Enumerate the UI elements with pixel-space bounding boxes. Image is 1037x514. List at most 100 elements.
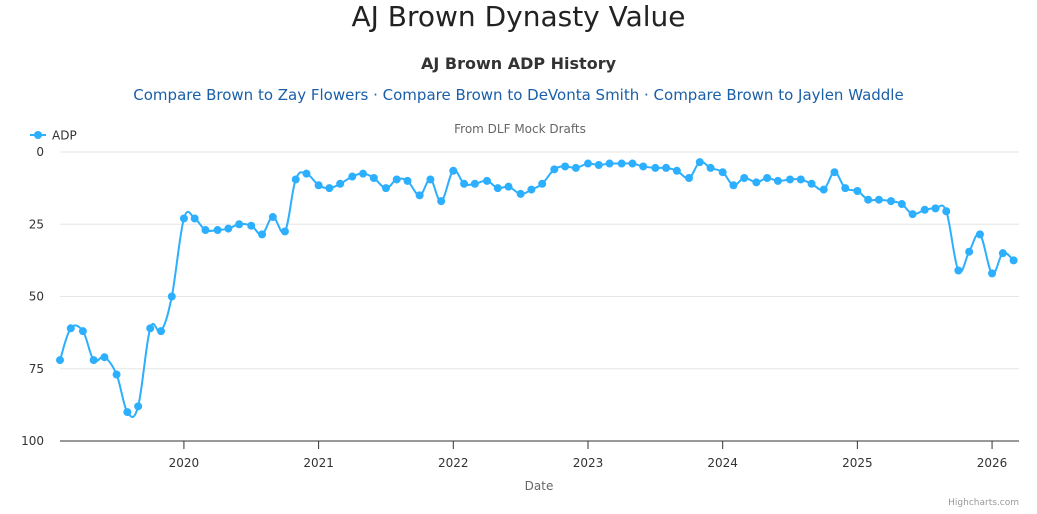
- axis-layer: 0 25 50 75 100 2020 2021 2022 2023 2024 2025 2026: [21, 145, 1019, 470]
- data-point[interactable]: [819, 185, 828, 194]
- data-point[interactable]: [314, 181, 323, 190]
- data-point[interactable]: [763, 174, 772, 183]
- series-layer: [56, 158, 1018, 419]
- data-point[interactable]: [426, 175, 435, 184]
- data-point[interactable]: [392, 175, 401, 184]
- data-point[interactable]: [853, 187, 862, 196]
- data-point[interactable]: [594, 161, 603, 169]
- data-point[interactable]: [235, 220, 244, 229]
- data-point[interactable]: [706, 163, 715, 172]
- data-point[interactable]: [123, 408, 132, 417]
- data-point[interactable]: [830, 168, 839, 177]
- data-point[interactable]: [874, 195, 883, 204]
- credits-link[interactable]: Highcharts.com: [948, 498, 1019, 508]
- data-point[interactable]: [504, 182, 513, 191]
- data-point[interactable]: [258, 230, 267, 239]
- data-point[interactable]: [280, 227, 289, 236]
- data-point[interactable]: [66, 324, 75, 333]
- data-point[interactable]: [224, 224, 233, 233]
- data-point[interactable]: [100, 353, 109, 362]
- data-point[interactable]: [662, 163, 671, 172]
- data-point[interactable]: [482, 176, 491, 185]
- y-tick-label: 25: [29, 217, 44, 231]
- x-axis-label: Date: [525, 479, 554, 493]
- data-point[interactable]: [954, 266, 963, 275]
- data-point[interactable]: [965, 247, 974, 256]
- data-point[interactable]: [639, 162, 648, 171]
- data-point[interactable]: [538, 179, 547, 188]
- data-point[interactable]: [302, 169, 311, 178]
- data-point[interactable]: [493, 184, 502, 193]
- data-point[interactable]: [651, 163, 660, 172]
- data-point[interactable]: [415, 191, 424, 200]
- data-point[interactable]: [201, 226, 210, 235]
- data-point[interactable]: [740, 174, 749, 183]
- data-point[interactable]: [381, 184, 390, 193]
- data-point[interactable]: [527, 185, 536, 194]
- data-point[interactable]: [179, 214, 188, 223]
- data-point[interactable]: [887, 197, 896, 206]
- data-point[interactable]: [773, 176, 782, 185]
- data-point[interactable]: [56, 356, 64, 365]
- data-point[interactable]: [864, 195, 873, 204]
- data-point[interactable]: [516, 189, 525, 198]
- data-point[interactable]: [942, 207, 951, 216]
- data-point[interactable]: [729, 181, 738, 190]
- data-point[interactable]: [786, 175, 795, 184]
- compare-link-zay-flowers[interactable]: Compare Brown to Zay Flowers: [133, 86, 369, 104]
- data-point[interactable]: [897, 200, 906, 209]
- data-point[interactable]: [571, 163, 580, 172]
- data-point[interactable]: [157, 327, 166, 336]
- data-point[interactable]: [291, 175, 300, 184]
- data-point[interactable]: [190, 214, 199, 223]
- data-point[interactable]: [112, 370, 121, 379]
- compare-link-jaylen-waddle[interactable]: Compare Brown to Jaylen Waddle: [653, 86, 904, 104]
- legend-label: ADP: [52, 129, 77, 143]
- data-point[interactable]: [988, 269, 997, 278]
- data-point[interactable]: [718, 168, 727, 177]
- data-point[interactable]: [841, 184, 850, 193]
- data-point[interactable]: [695, 158, 704, 167]
- data-point[interactable]: [359, 169, 368, 178]
- link-separator: ·: [639, 86, 654, 104]
- x-tick-label: 2026: [977, 456, 1008, 470]
- data-point[interactable]: [348, 172, 357, 181]
- compare-link-devonta-smith[interactable]: Compare Brown to DeVonta Smith: [382, 86, 640, 104]
- data-point[interactable]: [685, 174, 694, 183]
- data-point[interactable]: [583, 159, 592, 168]
- data-point[interactable]: [89, 356, 98, 365]
- data-point[interactable]: [908, 210, 917, 219]
- data-point[interactable]: [213, 226, 222, 235]
- data-point[interactable]: [146, 324, 155, 333]
- data-point[interactable]: [920, 205, 929, 214]
- x-tick-label: 2021: [303, 456, 334, 470]
- data-point[interactable]: [470, 179, 479, 188]
- data-point[interactable]: [437, 197, 446, 206]
- data-point[interactable]: [369, 174, 378, 183]
- data-point[interactable]: [931, 204, 940, 213]
- data-point[interactable]: [1009, 256, 1018, 265]
- data-point[interactable]: [998, 249, 1007, 258]
- data-point[interactable]: [561, 162, 570, 171]
- data-point[interactable]: [134, 402, 143, 411]
- data-point[interactable]: [336, 179, 345, 188]
- legend[interactable]: ADP: [30, 129, 77, 143]
- data-point[interactable]: [550, 165, 559, 174]
- data-point[interactable]: [247, 221, 256, 230]
- x-tick-label: 2025: [842, 456, 873, 470]
- data-point[interactable]: [628, 159, 637, 168]
- data-point[interactable]: [752, 178, 761, 187]
- data-point[interactable]: [807, 179, 816, 188]
- data-point[interactable]: [975, 230, 984, 239]
- data-point[interactable]: [617, 159, 626, 168]
- data-point[interactable]: [449, 166, 458, 175]
- data-point[interactable]: [78, 327, 87, 336]
- data-point[interactable]: [460, 179, 469, 188]
- data-point[interactable]: [403, 176, 412, 185]
- data-point[interactable]: [672, 166, 681, 175]
- data-point[interactable]: [796, 175, 805, 184]
- data-point[interactable]: [268, 213, 277, 222]
- data-point[interactable]: [167, 292, 176, 301]
- data-point[interactable]: [605, 159, 614, 168]
- data-point[interactable]: [325, 184, 334, 193]
